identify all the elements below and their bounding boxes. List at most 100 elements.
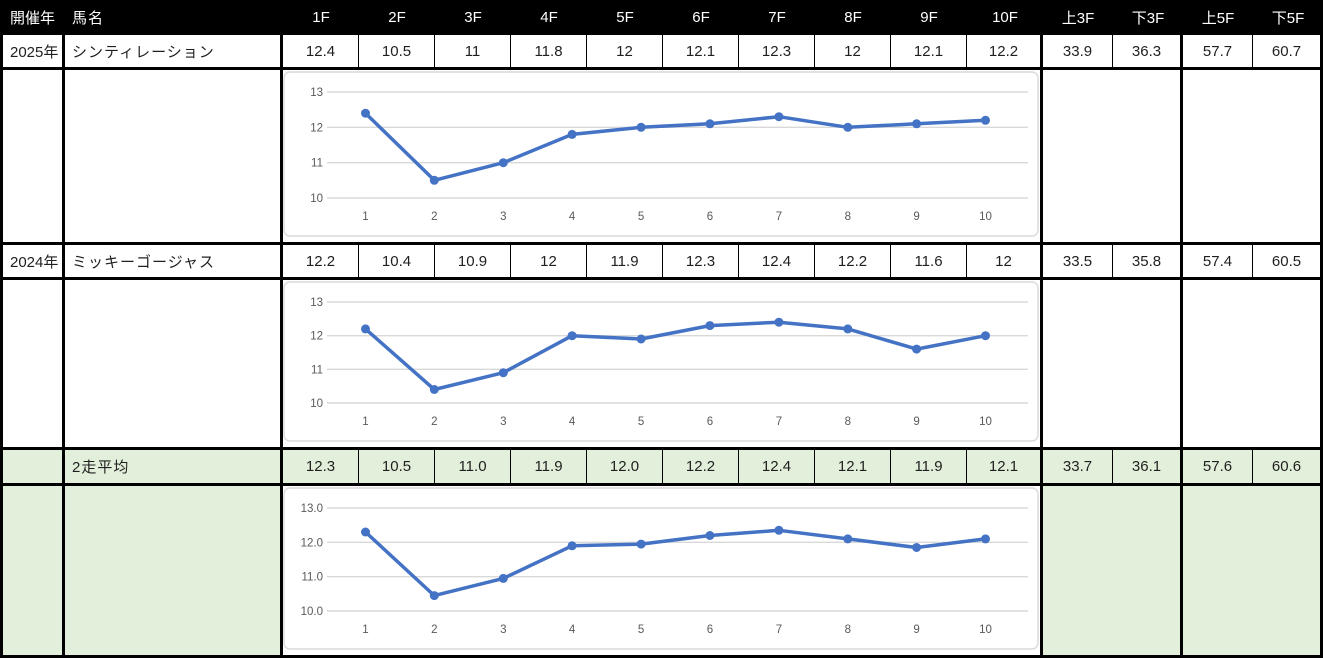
cell-avg-up5f[interactable]: 57.6 [1183,450,1253,486]
cell-2024-9f[interactable]: 11.6 [891,245,967,280]
header-down5f[interactable]: 下5F [1253,0,1323,35]
svg-text:10.0: 10.0 [301,606,323,618]
header-1f[interactable]: 1F [283,0,359,35]
cell-avg-2f[interactable]: 10.5 [359,450,435,486]
lap-chart-average[interactable]: 10.0 11.0 12.0 13.0 1 2 3 4 5 6 7 8 9 10 [283,486,1040,655]
cell-2024-down5f[interactable]: 60.5 [1253,245,1323,280]
cell-2024-4f[interactable]: 12 [511,245,587,280]
header-8f[interactable]: 8F [815,0,891,35]
cell-2025-up5f[interactable]: 57.7 [1183,35,1253,70]
cell-avg-10f[interactable]: 12.1 [967,450,1043,486]
svg-text:12.0: 12.0 [301,537,323,549]
cell-avg-down3f[interactable]: 36.1 [1113,450,1183,486]
cell-2024-3f[interactable]: 10.9 [435,245,511,280]
cell-avg-3f[interactable]: 11.0 [435,450,511,486]
cell-2025-4f[interactable]: 11.8 [511,35,587,70]
cell-avg-7f[interactable]: 12.4 [739,450,815,486]
cell-2025-8f[interactable]: 12 [815,35,891,70]
cell-avg-8f[interactable]: 12.1 [815,450,891,486]
cell-2025-down5f[interactable]: 60.7 [1253,35,1323,70]
header-6f[interactable]: 6F [663,0,739,35]
svg-text:13: 13 [310,87,323,99]
cell-avg-up3f[interactable]: 33.7 [1043,450,1113,486]
header-2f[interactable]: 2F [359,0,435,35]
svg-text:8: 8 [845,211,851,223]
cell-year-2024[interactable]: 2024年 [0,245,65,280]
cell-2024-down3f[interactable]: 35.8 [1113,245,1183,280]
cell-2024-7f[interactable]: 12.4 [739,245,815,280]
svg-text:12: 12 [310,122,323,134]
svg-text:12: 12 [310,331,323,343]
svg-text:4: 4 [569,416,576,428]
cell-empty[interactable] [65,70,283,245]
cell-2024-10f[interactable]: 12 [967,245,1043,280]
cell-empty[interactable] [1043,70,1183,245]
cell-2025-3f[interactable]: 11 [435,35,511,70]
cell-empty[interactable] [65,486,283,658]
cell-2024-up5f[interactable]: 57.4 [1183,245,1253,280]
cell-2024-1f[interactable]: 12.2 [283,245,359,280]
cell-empty[interactable] [0,280,65,450]
cell-2025-down3f[interactable]: 36.3 [1113,35,1183,70]
cell-empty[interactable] [0,486,65,658]
header-3f[interactable]: 3F [435,0,511,35]
cell-empty[interactable] [1183,486,1323,658]
svg-text:2: 2 [431,211,437,223]
svg-text:10: 10 [979,416,992,428]
cell-2024-6f[interactable]: 12.3 [663,245,739,280]
svg-text:7: 7 [776,211,782,223]
header-up3f[interactable]: 上3F [1043,0,1113,35]
cell-2025-7f[interactable]: 12.3 [739,35,815,70]
cell-2025-10f[interactable]: 12.2 [967,35,1043,70]
svg-text:5: 5 [638,416,644,428]
cell-horse-name-2024[interactable]: ミッキーゴージャス [65,245,283,280]
svg-text:5: 5 [638,624,644,636]
cell-empty[interactable] [1183,280,1323,450]
cell-avg-5f[interactable]: 12.0 [587,450,663,486]
cell-2024-up3f[interactable]: 33.5 [1043,245,1113,280]
cell-empty[interactable] [0,70,65,245]
header-down3f[interactable]: 下3F [1113,0,1183,35]
cell-year-2025[interactable]: 2025年 [0,35,65,70]
header-7f[interactable]: 7F [739,0,815,35]
header-up5f[interactable]: 上5F [1183,0,1253,35]
svg-text:7: 7 [776,624,782,636]
cell-2025-5f[interactable]: 12 [587,35,663,70]
cell-2025-2f[interactable]: 10.5 [359,35,435,70]
svg-text:11: 11 [311,364,323,376]
header-10f[interactable]: 10F [967,0,1043,35]
header-year[interactable]: 開催年 [0,0,65,35]
svg-text:4: 4 [569,624,576,636]
cell-average-label[interactable]: 2走平均 [65,450,283,486]
cell-2025-9f[interactable]: 12.1 [891,35,967,70]
cell-empty[interactable] [65,280,283,450]
cell-year-average[interactable] [0,450,65,486]
cell-2024-2f[interactable]: 10.4 [359,245,435,280]
cell-horse-name-2025[interactable]: シンティレーション [65,35,283,70]
cell-empty[interactable] [1183,70,1323,245]
svg-text:5: 5 [638,211,644,223]
header-5f[interactable]: 5F [587,0,663,35]
cell-empty[interactable] [1043,486,1183,658]
svg-text:8: 8 [845,416,851,428]
svg-text:9: 9 [913,416,919,428]
cell-2024-8f[interactable]: 12.2 [815,245,891,280]
cell-avg-9f[interactable]: 11.9 [891,450,967,486]
cell-2025-1f[interactable]: 12.4 [283,35,359,70]
cell-avg-4f[interactable]: 11.9 [511,450,587,486]
header-9f[interactable]: 9F [891,0,967,35]
cell-avg-1f[interactable]: 12.3 [283,450,359,486]
header-horse-name[interactable]: 馬名 [65,0,283,35]
cell-2024-5f[interactable]: 11.9 [587,245,663,280]
cell-avg-6f[interactable]: 12.2 [663,450,739,486]
svg-text:13: 13 [310,297,323,309]
cell-avg-down5f[interactable]: 60.6 [1253,450,1323,486]
header-4f[interactable]: 4F [511,0,587,35]
cell-2025-up3f[interactable]: 33.9 [1043,35,1113,70]
svg-text:4: 4 [569,211,576,223]
svg-text:10: 10 [310,398,323,410]
cell-2025-6f[interactable]: 12.1 [663,35,739,70]
cell-empty[interactable] [1043,280,1183,450]
